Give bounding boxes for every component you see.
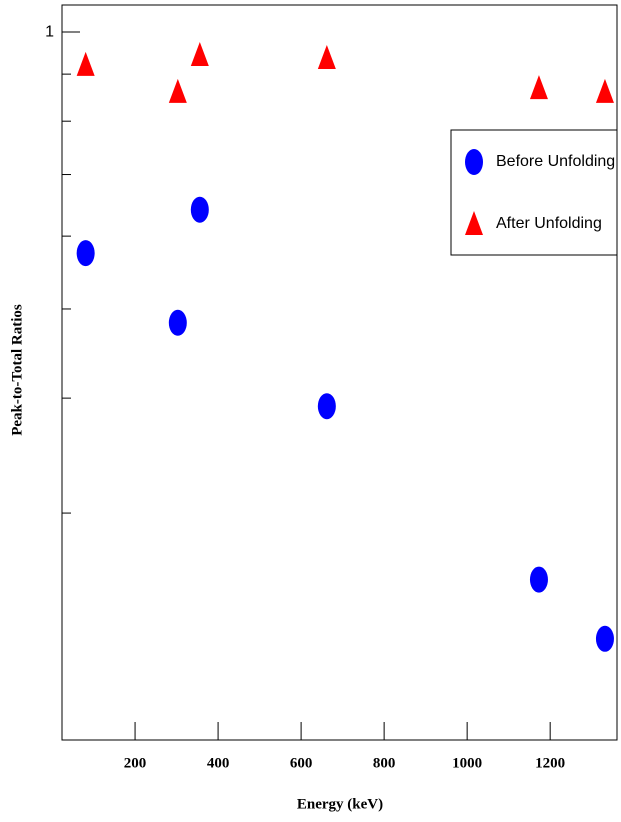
x-tick-label: 1000: [452, 755, 482, 771]
data-point: [168, 78, 187, 103]
x-tick-label: 400: [207, 755, 230, 771]
legend-box: [450, 129, 618, 256]
legend-label: After Unfolding: [496, 215, 602, 232]
data-point: [76, 51, 95, 76]
data-point: [529, 566, 548, 593]
data-point: [317, 45, 336, 70]
x-axis-label: Energy (keV): [297, 796, 383, 812]
data-point: [76, 240, 95, 267]
data-point: [190, 196, 209, 223]
y-tick-label: 1: [45, 23, 54, 40]
legend-marker: [465, 149, 483, 175]
data-point: [595, 78, 614, 103]
data-point: [529, 75, 548, 100]
data-point: [317, 393, 336, 420]
x-tick-label: 200: [124, 755, 147, 771]
x-tick-label: 800: [373, 755, 396, 771]
x-tick-label: 1200: [535, 755, 565, 771]
legend-marker: [465, 211, 483, 235]
data-point: [595, 625, 614, 652]
data-point: [168, 309, 187, 336]
x-tick-label: 600: [290, 755, 313, 771]
data-point: [190, 42, 209, 67]
legend-label: Before Unfolding: [496, 153, 615, 170]
y-axis-label: Peak-to-Total Ratios: [9, 304, 25, 436]
plot-frame: [61, 4, 618, 741]
